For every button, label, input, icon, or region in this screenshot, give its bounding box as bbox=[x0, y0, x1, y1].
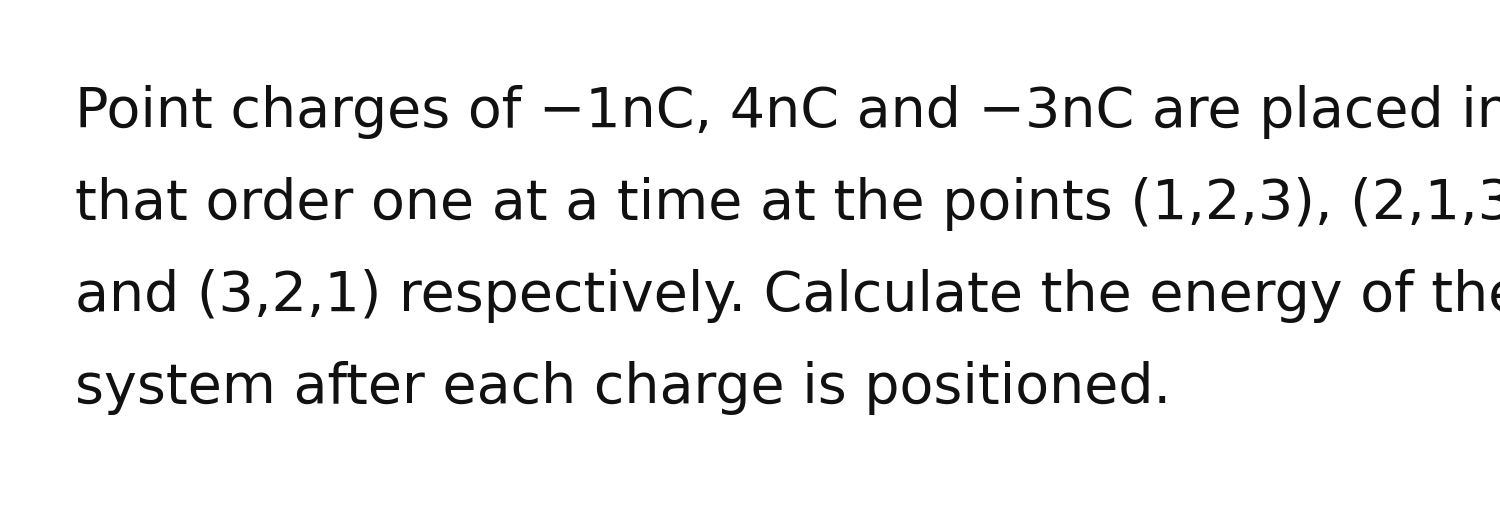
Text: system after each charge is positioned.: system after each charge is positioned. bbox=[75, 361, 1172, 415]
Text: that order one at a time at the points (1,2,3), (2,1,3): that order one at a time at the points (… bbox=[75, 177, 1500, 231]
Text: Point charges of −1nC, 4nC and −3nC are placed in: Point charges of −1nC, 4nC and −3nC are … bbox=[75, 85, 1500, 139]
Text: and (3,2,1) respectively. Calculate the energy of the: and (3,2,1) respectively. Calculate the … bbox=[75, 269, 1500, 323]
